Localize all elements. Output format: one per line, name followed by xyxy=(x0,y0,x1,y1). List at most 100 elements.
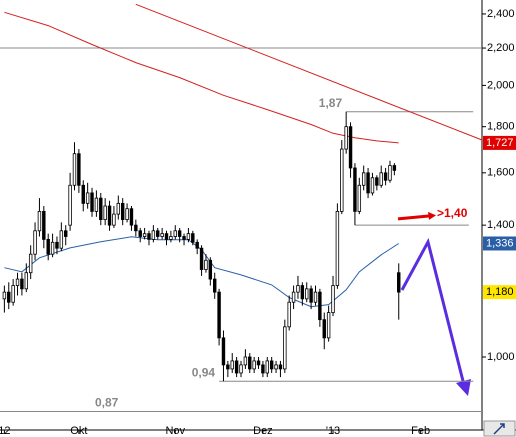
x-tick-label: Okt xyxy=(70,425,87,437)
candle-body xyxy=(388,165,392,181)
candle xyxy=(164,230,169,246)
candle-body xyxy=(269,360,274,370)
candle xyxy=(291,285,296,310)
candle xyxy=(252,356,256,373)
candle-body xyxy=(85,192,90,204)
x-tick-label: Nov xyxy=(165,425,185,437)
candle xyxy=(397,263,401,320)
candle-body xyxy=(287,301,291,328)
annotation-arrow xyxy=(397,214,431,221)
candle-body xyxy=(24,272,29,290)
candle xyxy=(204,254,208,273)
candle-body xyxy=(252,360,256,370)
y-tick-label: 2,000 xyxy=(487,79,515,91)
candle xyxy=(134,219,138,237)
candle-body xyxy=(99,197,103,220)
last-value-label: 1,727 xyxy=(486,137,514,149)
candle xyxy=(287,295,291,331)
level-label: 1,87 xyxy=(319,96,343,110)
candle xyxy=(42,206,46,249)
candle xyxy=(77,149,81,193)
candle xyxy=(265,356,270,378)
candle xyxy=(353,163,357,226)
x-tick-label: Dez xyxy=(253,425,273,437)
candle xyxy=(160,227,164,240)
candle-body xyxy=(120,202,125,220)
arrow-path xyxy=(400,237,466,386)
candle xyxy=(85,182,90,209)
candle xyxy=(116,195,121,220)
y-tick-label: 1,800 xyxy=(487,121,515,133)
moving-average-line xyxy=(135,3,483,141)
last-value-box xyxy=(483,135,516,150)
candle-body xyxy=(265,360,270,374)
candle-body xyxy=(125,208,129,220)
candle xyxy=(99,192,103,226)
candle xyxy=(326,305,331,342)
candle xyxy=(344,111,348,154)
candle-body xyxy=(46,238,50,255)
level-label: 0,94 xyxy=(192,365,216,379)
candle xyxy=(120,198,125,226)
candle xyxy=(361,165,366,191)
candle-body xyxy=(55,241,59,249)
candle-body xyxy=(305,288,309,300)
candle xyxy=(195,239,199,255)
candle-body xyxy=(138,230,142,237)
level-label: 0,87 xyxy=(95,396,119,410)
y-tick-label: 1,600 xyxy=(487,167,515,179)
candle-body xyxy=(335,210,340,286)
candle-body xyxy=(116,202,121,215)
candle-body xyxy=(151,230,156,240)
candle xyxy=(217,288,221,346)
candle-body xyxy=(274,364,278,370)
candle xyxy=(296,275,300,299)
candle xyxy=(173,225,177,240)
candle-body xyxy=(177,230,182,237)
candle xyxy=(357,177,362,215)
candle xyxy=(309,285,313,310)
candle-body xyxy=(7,291,11,303)
candle xyxy=(305,282,309,303)
candle xyxy=(81,180,85,212)
candle xyxy=(230,353,234,373)
candle xyxy=(59,222,64,252)
candle xyxy=(283,319,287,373)
candle-body xyxy=(37,210,42,232)
candle xyxy=(2,285,7,313)
candle xyxy=(15,272,20,296)
candle xyxy=(103,198,107,226)
y-tick-label: 2,200 xyxy=(487,42,515,54)
candle-body xyxy=(142,233,147,237)
candle-body xyxy=(134,224,138,232)
candle-body xyxy=(204,259,208,270)
candle-body xyxy=(353,167,357,212)
candle xyxy=(177,227,182,243)
candle-body xyxy=(173,230,177,237)
candle xyxy=(28,245,33,280)
candle xyxy=(278,360,283,378)
candle-body xyxy=(322,319,326,339)
candle-body xyxy=(318,291,322,321)
candle-body xyxy=(296,285,300,293)
candle-body xyxy=(331,285,335,313)
y-tick-label: 1,400 xyxy=(487,219,515,231)
candle xyxy=(226,360,230,378)
last-value-label: 1,336 xyxy=(486,237,514,249)
candle-body xyxy=(370,177,375,194)
candle-body xyxy=(226,364,230,370)
candle-body xyxy=(278,364,283,370)
y-tick-label: 2,400 xyxy=(487,8,515,20)
candle-body xyxy=(156,230,160,237)
candle xyxy=(212,272,217,299)
candle xyxy=(348,122,353,178)
candle xyxy=(68,172,72,231)
arrow-head xyxy=(456,379,471,396)
x-tick-label: '13 xyxy=(326,425,340,437)
candle-body xyxy=(392,165,397,171)
candle xyxy=(366,167,370,199)
candle-body xyxy=(397,272,401,293)
cursor-icon[interactable] xyxy=(483,420,516,437)
candle xyxy=(340,139,344,215)
candle-body xyxy=(59,230,64,249)
